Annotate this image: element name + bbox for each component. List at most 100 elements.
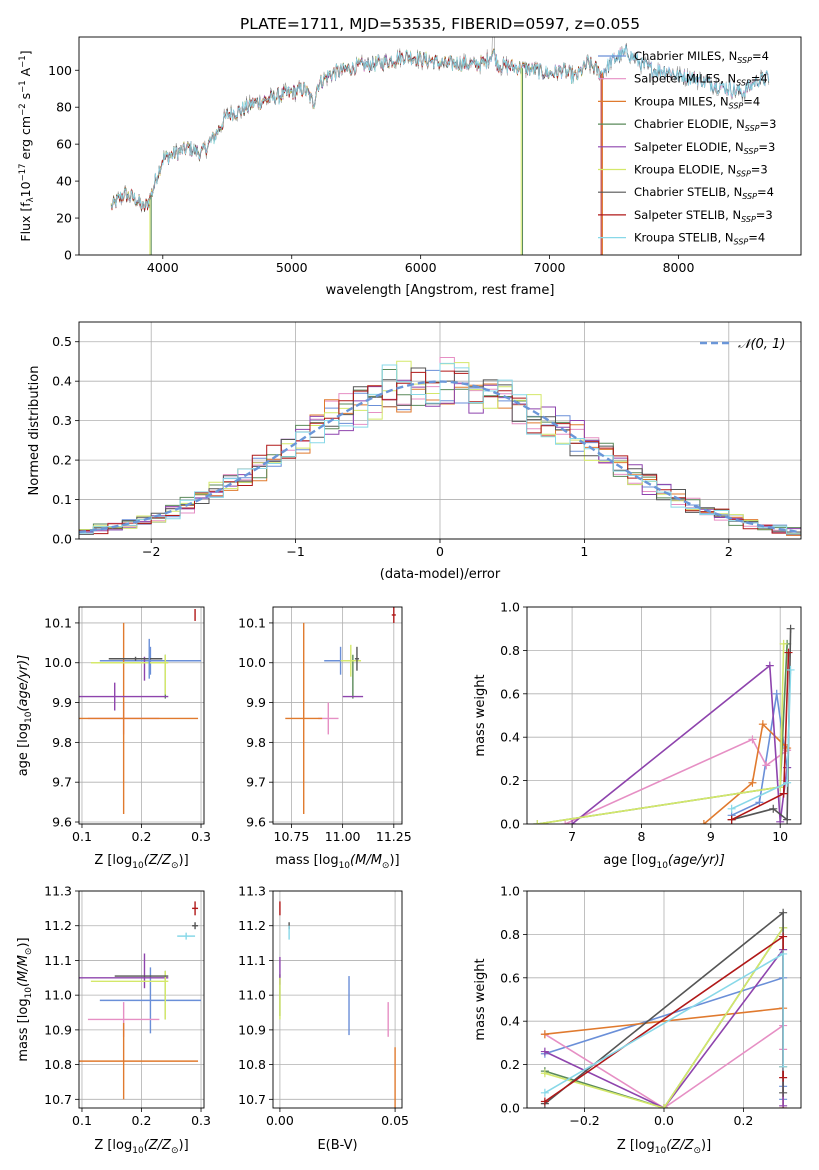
weight-marker <box>540 1030 549 1039</box>
y-tick-label: 0.1 <box>52 492 72 507</box>
y-tick-label: 9.8 <box>52 735 72 750</box>
y-tick-label: 11.2 <box>238 918 266 933</box>
weight-marker <box>779 789 788 798</box>
legend-entry: Salpeter STELIB, NSSP=3 <box>634 208 773 224</box>
x-tick-label: 1 <box>580 544 588 559</box>
y-tick-label: 1.0 <box>500 884 520 899</box>
x-tick-label: 6000 <box>405 260 437 275</box>
x-tick-label: 0.2 <box>132 1113 152 1128</box>
x-tick-label: −2 <box>142 544 160 559</box>
legend-entry: Kroupa ELODIE, NSSP=3 <box>634 163 768 179</box>
x-axis-label: Z [log10(Z/Z⊙)] <box>94 1138 188 1156</box>
legend-entry: Chabrier MILES, NSSP=4 <box>634 49 769 65</box>
y-tick-label: 80 <box>56 100 72 115</box>
errorbar-point <box>354 646 359 671</box>
x-tick-label: 0 <box>436 544 444 559</box>
x-tick-label: 0.1 <box>72 1113 92 1128</box>
weight-marker <box>727 815 736 824</box>
weight-marker <box>779 1062 788 1071</box>
x-tick-label: 9 <box>707 829 715 844</box>
errorbar-point <box>79 1022 199 1100</box>
errorbar-point <box>391 607 396 623</box>
x-tick-label: 5000 <box>276 260 308 275</box>
weight-marker <box>779 639 788 648</box>
y-tick-label: 9.7 <box>52 775 72 790</box>
mass_vs_z-axes: 0.1 0.2 0.3 10.7 10.8 10.9 11.0 11.1 11.2 11.3 <box>44 884 211 1129</box>
y-tick-label: 60 <box>56 137 72 152</box>
errorbar-point <box>375 599 379 607</box>
weight-line <box>537 643 785 824</box>
y-tick-label: 40 <box>56 174 72 189</box>
weight-marker <box>779 908 788 917</box>
y-tick-label: 10.0 <box>44 655 72 670</box>
age_vs_mass-axes: 10.75 11.00 11.25 9.6 9.7 9.8 9.9 10.0 10.1 <box>238 607 412 844</box>
y-axis-label: mass weight <box>473 674 488 756</box>
x-tick-label: 0.3 <box>191 829 211 844</box>
x-tick-label: 8 <box>637 829 645 844</box>
errorbar-point <box>192 901 199 916</box>
errorbar-point <box>340 644 362 677</box>
weight-marker <box>765 661 774 670</box>
weight-marker <box>772 689 781 698</box>
y-tick-label: 0.4 <box>500 730 520 745</box>
y-tick-label: 10.1 <box>238 615 266 630</box>
y-tick-label: 0.2 <box>52 453 72 468</box>
errorbar-point <box>177 599 195 605</box>
weight-marker <box>779 949 788 958</box>
weight-marker <box>762 761 771 770</box>
weight-series <box>727 665 795 813</box>
weight-marker <box>779 932 788 941</box>
y-tick-label: 11.3 <box>44 884 72 899</box>
x-tick-label: 0.3 <box>191 1113 211 1128</box>
weight-series <box>540 949 788 1097</box>
weight-marker <box>769 804 778 813</box>
weight-marker <box>779 1073 788 1082</box>
weight-marker <box>779 1101 788 1108</box>
y-tick-label: 1.0 <box>500 600 520 615</box>
weight-marker <box>783 815 792 824</box>
x-tick-label: 7 <box>568 829 576 844</box>
errorbar-point <box>99 646 202 675</box>
legend-entry: Chabrier STELIB, NSSP=4 <box>634 185 774 201</box>
weight-marker <box>786 624 795 633</box>
y-tick-label: 0.3 <box>52 413 72 428</box>
legend-entry: 𝒩(0, 1) <box>738 337 785 352</box>
x-axis-label: wavelength [Angstrom, rest frame] <box>326 283 555 298</box>
y-tick-label: 0.8 <box>500 643 520 658</box>
errorbar-point <box>383 599 385 607</box>
gaussian-curve <box>79 380 799 534</box>
spectrum-axes: 4000 5000 6000 7000 8000 0 20 40 60 80 100 <box>48 63 694 275</box>
x-tick-label: 11.00 <box>325 829 361 844</box>
weight-line <box>544 927 784 1108</box>
y-tick-label: 11.0 <box>238 988 266 1003</box>
legend-entry: Kroupa MILES, NSSP=4 <box>634 94 760 110</box>
weight-marker <box>784 648 793 657</box>
errorbar-point <box>186 601 198 605</box>
mass_vs_ebv-axes: 0.00 0.05 10.7 10.8 10.9 11.0 11.1 11.2 11.3 <box>238 884 409 1129</box>
axes-frame <box>78 36 802 256</box>
weight-marker <box>748 735 757 744</box>
weight-line <box>564 738 788 824</box>
y-tick-label: 10.0 <box>238 655 266 670</box>
y-tick-label: 9.6 <box>246 815 266 830</box>
x-tick-label: 0.1 <box>72 829 92 844</box>
y-tick-label: 0.0 <box>500 817 520 832</box>
y-axis-label: Flux [fλ10−17 erg cm−2 s−1 A−1] <box>18 50 36 241</box>
y-tick-label: 0.2 <box>500 773 520 788</box>
y-tick-label: 11.1 <box>238 953 266 968</box>
y-tick-label: 0.6 <box>500 970 520 985</box>
y-tick-label: 0.4 <box>52 374 72 389</box>
y-tick-label: 10.8 <box>44 1057 72 1072</box>
x-axis-label: Z [log10(Z/Z⊙)] <box>617 1138 711 1156</box>
y-tick-label: 0.0 <box>52 532 72 547</box>
weight-marker <box>540 1069 549 1078</box>
y-tick-label: 10.7 <box>44 1092 72 1107</box>
x-tick-label: 0.2 <box>132 829 152 844</box>
x-tick-label: 0.0 <box>654 1113 674 1128</box>
errorbar-point <box>285 622 323 815</box>
errorbar-point <box>108 656 163 661</box>
x-axis-label: (data-model)/error <box>380 567 501 582</box>
weight-marker <box>568 820 577 824</box>
y-tick-label: 9.6 <box>52 815 72 830</box>
y-tick-label: 11.3 <box>238 884 266 899</box>
